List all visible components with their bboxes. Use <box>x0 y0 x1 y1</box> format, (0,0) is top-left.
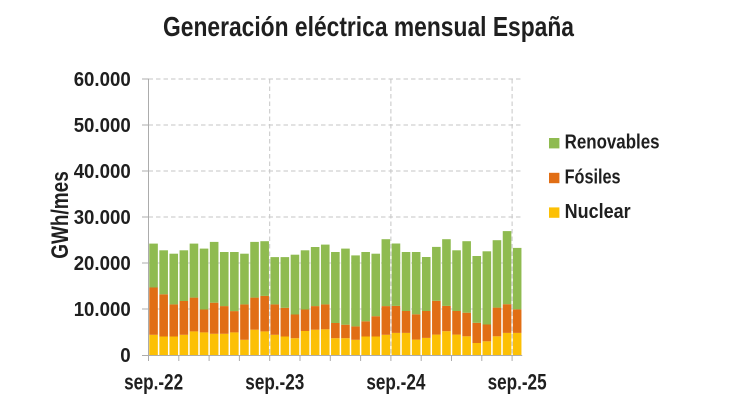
svg-text:10.000: 10.000 <box>74 299 131 321</box>
svg-text:0: 0 <box>120 345 130 367</box>
svg-text:50.000: 50.000 <box>74 115 131 137</box>
svg-text:GWh/mes: GWh/mes <box>47 171 74 259</box>
svg-text:Fósiles: Fósiles <box>565 166 621 188</box>
svg-text:sep.-22: sep.-22 <box>124 370 183 395</box>
svg-text:sep.-25: sep.-25 <box>488 370 547 395</box>
svg-text:Generación eléctrica mensual E: Generación eléctrica mensual España <box>163 11 574 42</box>
svg-text:Renovables: Renovables <box>565 132 660 154</box>
svg-text:60.000: 60.000 <box>74 69 131 91</box>
svg-text:sep.-24: sep.-24 <box>366 370 425 395</box>
svg-text:30.000: 30.000 <box>74 207 131 229</box>
svg-text:Nuclear: Nuclear <box>565 201 631 223</box>
svg-text:20.000: 20.000 <box>74 253 131 275</box>
svg-text:40.000: 40.000 <box>74 161 131 183</box>
svg-text:sep.-23: sep.-23 <box>245 370 304 395</box>
